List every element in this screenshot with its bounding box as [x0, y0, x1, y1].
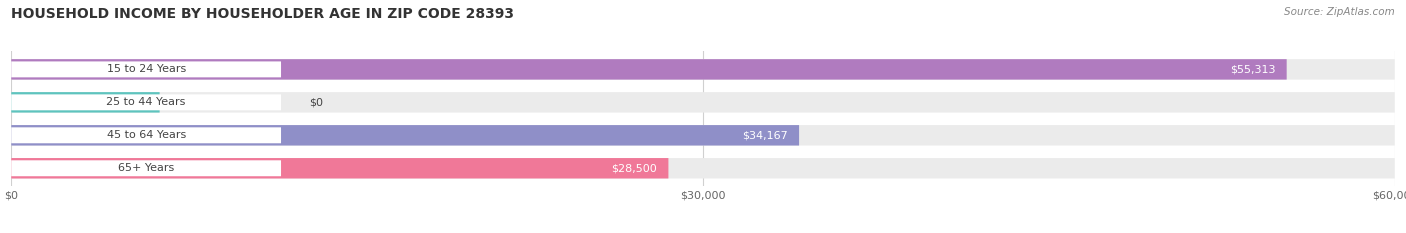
- FancyBboxPatch shape: [11, 127, 281, 143]
- Text: 45 to 64 Years: 45 to 64 Years: [107, 130, 186, 140]
- FancyBboxPatch shape: [11, 94, 281, 110]
- FancyBboxPatch shape: [11, 160, 281, 176]
- Text: 65+ Years: 65+ Years: [118, 163, 174, 173]
- FancyBboxPatch shape: [11, 125, 1395, 146]
- FancyBboxPatch shape: [11, 92, 160, 113]
- FancyBboxPatch shape: [11, 158, 668, 178]
- Text: $0: $0: [309, 97, 323, 107]
- FancyBboxPatch shape: [11, 62, 281, 77]
- Text: 15 to 24 Years: 15 to 24 Years: [107, 64, 186, 74]
- FancyBboxPatch shape: [11, 92, 1395, 113]
- Text: $55,313: $55,313: [1230, 64, 1275, 74]
- Text: 25 to 44 Years: 25 to 44 Years: [107, 97, 186, 107]
- Text: HOUSEHOLD INCOME BY HOUSEHOLDER AGE IN ZIP CODE 28393: HOUSEHOLD INCOME BY HOUSEHOLDER AGE IN Z…: [11, 7, 515, 21]
- FancyBboxPatch shape: [11, 125, 799, 146]
- FancyBboxPatch shape: [11, 158, 1395, 178]
- FancyBboxPatch shape: [11, 59, 1395, 80]
- Text: $28,500: $28,500: [612, 163, 657, 173]
- FancyBboxPatch shape: [11, 59, 1286, 80]
- Text: $34,167: $34,167: [742, 130, 787, 140]
- Text: Source: ZipAtlas.com: Source: ZipAtlas.com: [1284, 7, 1395, 17]
